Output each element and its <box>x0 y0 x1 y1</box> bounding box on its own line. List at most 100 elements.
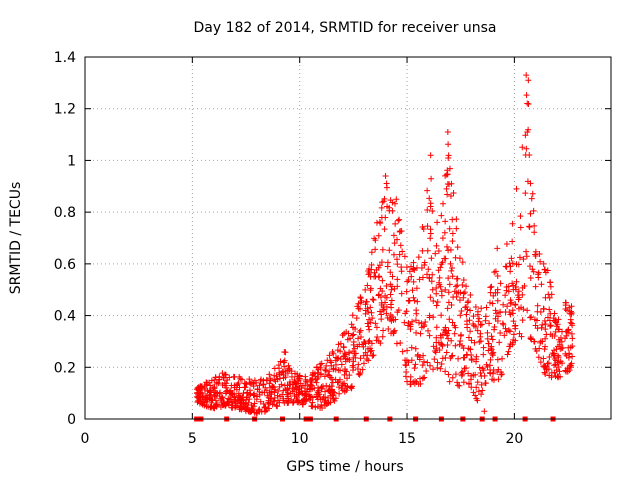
data-point <box>546 353 553 360</box>
data-point <box>429 208 436 215</box>
data-point <box>367 287 374 294</box>
data-point <box>446 225 453 232</box>
data-point <box>476 364 483 371</box>
data-point <box>434 219 441 226</box>
data-point <box>444 305 451 312</box>
y-tick-label: 0.4 <box>54 309 76 325</box>
data-point <box>454 379 461 386</box>
y-tick-label: 0 <box>67 412 76 428</box>
data-point <box>551 352 558 359</box>
data-point <box>416 356 423 363</box>
data-point <box>534 302 541 309</box>
data-point <box>419 274 426 281</box>
data-point <box>547 322 554 329</box>
data-point <box>335 384 342 391</box>
data-point <box>307 382 314 389</box>
data-point <box>375 273 382 280</box>
data-point <box>532 251 539 258</box>
data-point <box>464 306 471 313</box>
data-point <box>262 384 269 391</box>
data-point <box>428 278 435 285</box>
data-point <box>296 373 303 380</box>
data-point <box>312 404 319 411</box>
data-point <box>288 373 295 380</box>
data-point <box>459 259 466 266</box>
data-point <box>324 357 331 364</box>
data-point <box>269 401 276 408</box>
data-point <box>411 297 418 304</box>
data-point <box>538 324 545 331</box>
data-point <box>500 321 507 328</box>
data-point <box>540 363 547 370</box>
data-point <box>468 357 475 364</box>
data-point <box>510 331 517 338</box>
data-point <box>321 373 328 380</box>
data-point <box>393 340 400 347</box>
data-point <box>390 251 397 258</box>
data-point <box>463 303 470 310</box>
data-point <box>354 303 361 310</box>
data-point <box>565 344 572 351</box>
data-point <box>324 371 331 378</box>
data-point <box>546 317 553 324</box>
data-point <box>193 386 200 393</box>
data-point <box>516 254 523 261</box>
data-point <box>460 294 467 301</box>
data-point <box>257 398 264 405</box>
data-point <box>370 296 377 303</box>
data-point <box>410 294 417 301</box>
data-point <box>479 387 486 394</box>
data-point <box>368 347 375 354</box>
data-point <box>381 226 388 233</box>
data-point <box>488 345 495 352</box>
data-point <box>328 362 335 369</box>
data-point <box>390 232 397 239</box>
data-point <box>527 210 534 217</box>
data-point <box>482 313 489 320</box>
data-point <box>496 339 503 346</box>
data-point <box>250 403 257 410</box>
data-point <box>348 321 355 328</box>
data-point <box>367 304 374 311</box>
data-point <box>467 328 474 335</box>
data-point <box>567 364 574 371</box>
plot-area-border <box>84 56 612 420</box>
data-point <box>492 315 499 322</box>
data-point <box>547 323 554 330</box>
data-point <box>385 326 392 333</box>
data-point <box>439 235 446 242</box>
data-point <box>271 394 278 401</box>
data-point <box>194 399 201 406</box>
data-point <box>491 269 498 276</box>
data-point <box>535 274 542 281</box>
data-point <box>464 321 471 328</box>
data-point <box>357 327 364 334</box>
data-point <box>522 132 529 139</box>
data-point <box>415 319 422 326</box>
data-point <box>330 396 337 403</box>
data-point <box>424 187 431 194</box>
data-point <box>471 339 478 346</box>
data-point <box>465 381 472 388</box>
data-point <box>337 356 344 363</box>
chart-title: Day 182 of 2014, SRMTID for receiver uns… <box>193 20 496 36</box>
data-point <box>530 268 537 275</box>
data-point <box>195 394 202 401</box>
data-point <box>529 190 536 197</box>
data-point <box>568 311 575 318</box>
data-point <box>289 399 296 406</box>
data-point <box>322 367 329 374</box>
data-point <box>492 307 499 314</box>
data-point <box>569 343 576 350</box>
data-point <box>513 278 520 285</box>
grid-lines <box>85 57 611 419</box>
data-point <box>461 365 468 372</box>
data-point <box>419 223 426 230</box>
data-point <box>505 348 512 355</box>
data-point <box>311 385 318 392</box>
data-point <box>452 342 459 349</box>
data-point <box>235 392 242 399</box>
data-point <box>360 343 367 350</box>
data-point <box>438 261 445 268</box>
data-point <box>535 354 542 361</box>
